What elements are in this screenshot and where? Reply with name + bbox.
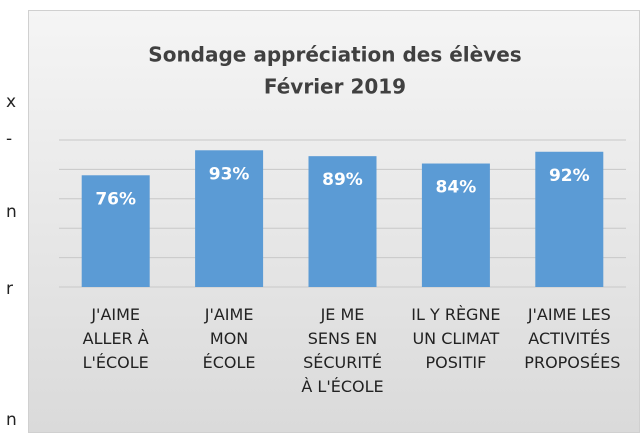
text-fragment: n [6,410,17,430]
chart-title: Sondage appréciation des élèves [148,43,521,67]
chart-title: Février 2019 [264,75,406,99]
text-fragment: - [6,129,13,149]
data-label: 76% [95,189,136,209]
x-tick-label: J'AIME ALLER À L'ÉCOLE [82,305,149,372]
x-tick-label: J'AIME MON ÉCOLE [202,305,256,372]
bar [195,150,264,287]
text-fragment: r [6,279,13,299]
bar [308,156,377,287]
x-tick-label: JE ME SENS EN SÉCURITÉ À L'ÉCOLE [301,305,384,396]
chart: Sondage appréciation des élèves Février … [28,10,640,433]
bar [535,151,604,287]
bar [421,163,490,287]
x-tick-label: IL Y RÈGNE UN CLIMAT POSITIF [411,305,501,372]
data-label: 93% [209,164,250,184]
data-label: 84% [436,178,477,198]
x-tick-label: J'AIME LES ACTIVITÉS PROPOSÉES [524,305,621,372]
bar [81,175,150,287]
data-label: 89% [322,170,363,190]
text-fragment: x [6,92,17,112]
chart-svg: Sondage appréciation des élèves Février … [59,43,626,288]
text-fragment: n [6,202,17,222]
data-label: 92% [549,166,590,186]
